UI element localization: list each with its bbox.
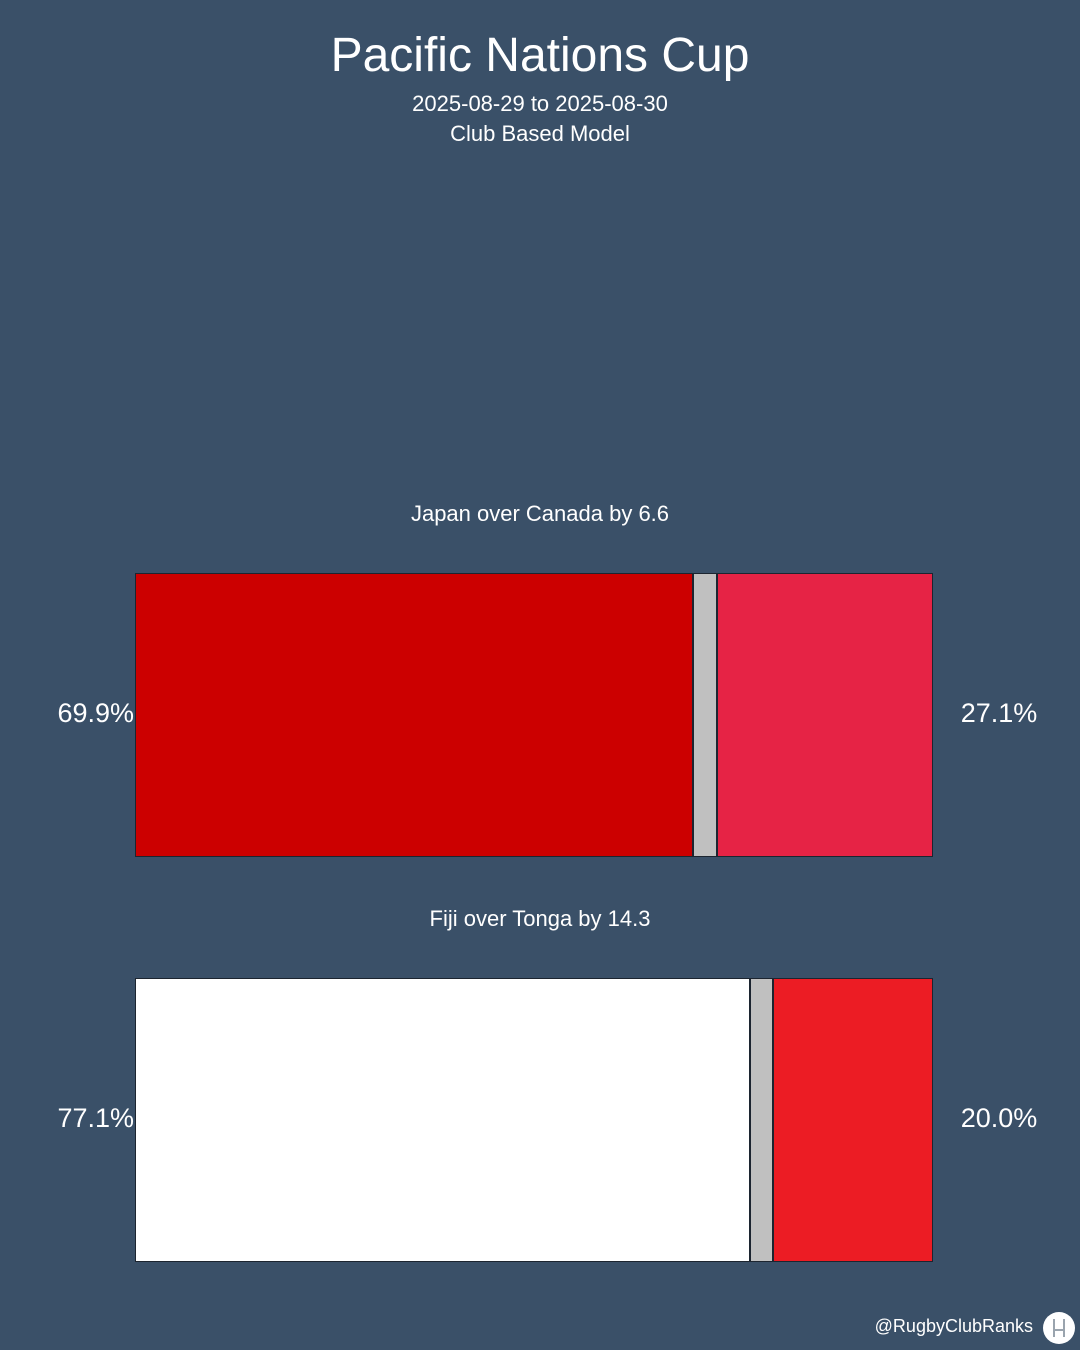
bar-segment-left-2 [135,978,751,1262]
goalposts-icon [1043,1312,1075,1344]
bar-segment-right-2 [773,978,933,1262]
match-1-right-percent: 27.1% [960,698,1038,728]
match-2-right-percent: 20.0% [960,1103,1038,1133]
chart-subtitle-model: Club Based Model [450,121,630,146]
bar-segment-left-1 [135,573,693,857]
match-2-left-percent: 77.1% [57,1103,134,1133]
bar-segment-draw-2 [750,978,774,1262]
bar-segment-draw-1 [692,573,717,857]
match-label-2: Fiji over Tonga by 14.3 [429,906,651,931]
chart-title: Pacific Nations Cup [330,29,750,82]
match-label-1: Japan over Canada by 6.6 [410,501,670,526]
match-1-left-percent: 69.9% [57,698,134,728]
chart-subtitle-dates: 2025-08-29 to 2025-08-30 [412,91,668,116]
match-bar-1 [135,573,933,857]
footer-handle: @RugbyClubRanks [874,1316,1033,1336]
match-bar-2 [135,978,933,1262]
bar-segment-right-1 [716,573,933,857]
